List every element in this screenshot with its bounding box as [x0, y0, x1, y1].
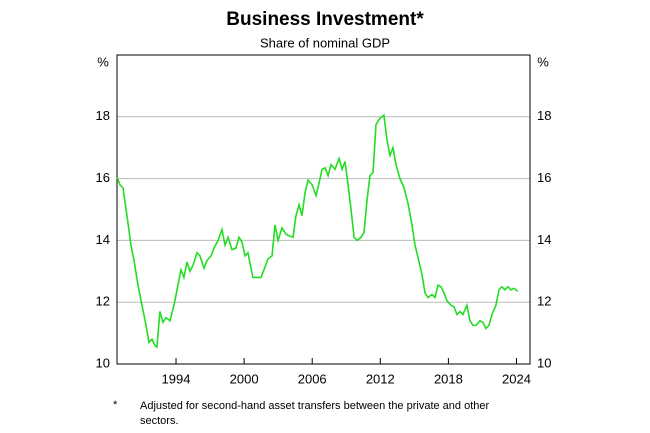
chart-title: Business Investment* [226, 9, 424, 30]
data-line [116, 113, 519, 349]
y-tick-label-left: 12 [96, 294, 110, 309]
y-tick-label-left: 16 [96, 170, 110, 185]
x-tick-label: 2006 [298, 371, 327, 386]
plot-frame [116, 54, 531, 365]
y-tick-label-left: 10 [96, 355, 110, 370]
y-tick-label-left: 18 [96, 108, 110, 123]
chart-subtitle: Share of nominal GDP [260, 35, 390, 50]
y-tick-label-left: 14 [96, 232, 110, 247]
y-tick-label-right: 16 [537, 170, 551, 185]
y-tick-label-right: 10 [537, 355, 551, 370]
y-unit-left: % [97, 54, 109, 69]
x-tick-label: 1994 [162, 371, 191, 386]
y-tick-label-right: 12 [537, 294, 551, 309]
x-tick-label: 2000 [230, 371, 259, 386]
x-tick-label: 2024 [502, 371, 531, 386]
y-unit-right: % [537, 54, 549, 69]
footnote: Adjusted for second-hand asset transfers… [140, 400, 490, 427]
x-tick-label: 2012 [366, 371, 395, 386]
y-tick-label-right: 18 [537, 108, 551, 123]
y-tick-label-right: 14 [537, 232, 551, 247]
x-tick-label: 2018 [434, 371, 463, 386]
footnote-marker: * [113, 399, 118, 411]
